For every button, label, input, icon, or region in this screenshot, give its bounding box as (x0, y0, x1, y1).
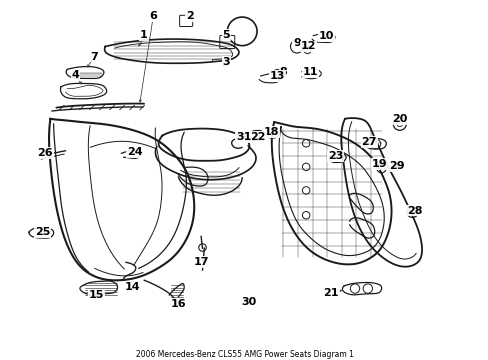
Text: 2006 Mercedes-Benz CLS55 AMG Power Seats Diagram 1: 2006 Mercedes-Benz CLS55 AMG Power Seats… (135, 350, 353, 359)
Text: 2: 2 (185, 11, 193, 21)
Text: 18: 18 (263, 127, 278, 137)
Text: 31: 31 (235, 132, 251, 142)
Text: 24: 24 (127, 147, 142, 157)
Text: 1: 1 (140, 30, 147, 40)
Text: 13: 13 (269, 71, 285, 81)
Text: 22: 22 (250, 132, 265, 141)
Text: 20: 20 (391, 114, 407, 124)
Text: 8: 8 (279, 67, 286, 77)
Text: 19: 19 (371, 159, 386, 169)
Text: 15: 15 (88, 290, 103, 300)
Text: 6: 6 (149, 11, 157, 21)
Text: 26: 26 (37, 148, 53, 158)
Text: 3: 3 (222, 57, 229, 67)
Text: 5: 5 (222, 30, 229, 40)
Text: 12: 12 (300, 41, 316, 51)
Text: 14: 14 (124, 282, 140, 292)
Text: 25: 25 (35, 227, 50, 237)
Text: 28: 28 (406, 206, 422, 216)
Text: 29: 29 (388, 161, 404, 171)
Text: 23: 23 (327, 151, 343, 161)
Text: 21: 21 (323, 288, 338, 298)
Text: 27: 27 (361, 137, 376, 147)
Text: 10: 10 (318, 31, 334, 41)
Text: 17: 17 (193, 257, 208, 267)
Text: 4: 4 (71, 70, 80, 80)
Text: 16: 16 (170, 299, 186, 309)
Text: 7: 7 (90, 51, 98, 62)
Text: 9: 9 (292, 38, 300, 48)
Text: 11: 11 (303, 67, 318, 77)
Text: 30: 30 (241, 297, 256, 307)
